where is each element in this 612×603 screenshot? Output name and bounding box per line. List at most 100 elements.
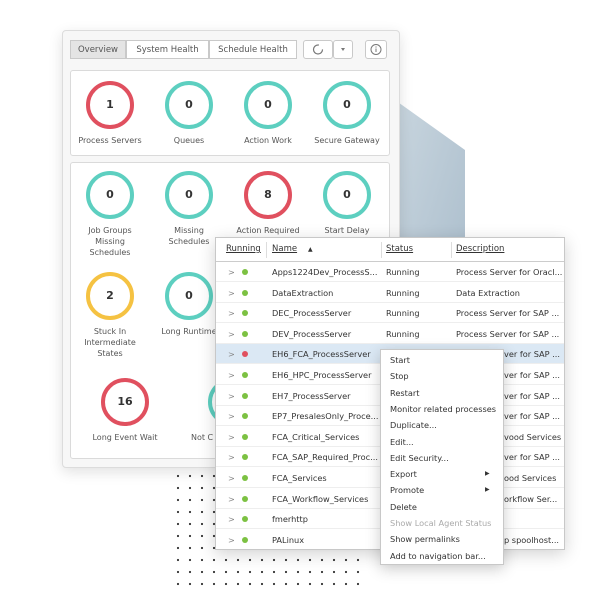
refresh-icon [312,44,324,55]
column-divider [266,242,267,258]
status-circle[interactable]: 0 [323,81,371,129]
column-header[interactable]: Running [226,244,261,254]
expand-arrow: > [228,390,235,401]
submenu-arrow: ▶ [485,486,490,494]
menu-item[interactable]: Edit... [390,436,414,447]
status-label: Missing Schedules [168,226,210,246]
status-circle[interactable]: 0 [323,171,371,219]
status-circle[interactable]: 16 [101,378,149,426]
description-cell: ver for SAP ... [504,349,561,360]
dot [188,522,192,526]
menu-item[interactable]: Edit Security... [390,452,449,463]
menu-item[interactable]: Stop [390,371,409,382]
status-cell: Running [386,328,420,339]
dot [260,558,264,562]
status-cell: Running [386,267,420,277]
dot [284,582,288,586]
dot [188,474,192,478]
name-cell: EH6_FCA_ProcessServer [272,349,371,360]
name-cell: EH7_ProcessServer [272,390,351,401]
running-indicator [242,495,248,502]
dot [296,582,300,586]
status-circle[interactable]: 8 [244,171,292,219]
description-cell: Process Server for Oracl... [456,267,563,277]
menu-item[interactable]: Show permalinks [390,534,460,545]
menu-item[interactable]: Delete [390,501,417,512]
dot [212,534,216,538]
menu-item[interactable]: Promote [390,485,425,496]
expand-arrow: > [228,328,235,339]
status-circle[interactable]: 0 [86,171,134,219]
tab[interactable]: Schedule Health [209,40,297,59]
dot [308,558,312,562]
name-cell: FCA_Critical_Services [272,431,360,442]
dot [248,558,252,562]
menu-item[interactable]: Add to navigation bar... [390,550,486,561]
status-label: Queues [173,136,205,145]
dot [176,534,180,538]
menu-item[interactable]: Restart [390,387,420,398]
dot [320,570,324,574]
column-header[interactable]: Name [272,244,298,254]
table-row[interactable]: > DEC_ProcessServer Running Process Server … [216,303,564,324]
status-label: Action Required [236,226,300,235]
dot [356,582,360,586]
menu-item[interactable]: Monitor related processes [390,403,497,414]
description-cell: Process Server for SAP ... [456,328,560,339]
description-cell: ver for SAP ... [504,452,561,463]
table-row[interactable]: > DEV_ProcessServer Running Process Server … [216,324,564,344]
running-indicator [242,454,248,461]
table-row[interactable]: > Apps1224Dev_ProcessS... Running Process S… [216,262,564,282]
column-header[interactable]: Description [456,244,505,254]
info-button[interactable] [365,40,387,59]
dot [260,570,264,574]
status-circle[interactable]: 0 [244,81,292,129]
dot [188,546,192,550]
status-circle[interactable]: 0 [165,272,213,320]
dot [176,510,180,514]
menu-item[interactable]: Export [390,469,417,480]
running-indicator [242,351,248,358]
expand-arrow: > [228,287,235,298]
refresh-button[interactable] [303,40,333,59]
column-divider [381,242,382,258]
dot [200,546,204,550]
status-circle[interactable]: 2 [86,272,134,320]
dot [212,582,216,586]
status-cell: Running [386,308,420,319]
dot [224,582,228,586]
status-label: Process Servers [78,136,142,145]
menu-item[interactable]: Duplicate... [390,420,437,431]
running-indicator [242,536,248,543]
expand-arrow: > [228,349,235,360]
running-indicator [242,310,248,317]
dropdown-button[interactable] [333,40,353,59]
dot [176,522,180,526]
dot [344,570,348,574]
running-indicator [242,392,248,399]
column-header[interactable]: Status [386,244,414,254]
name-cell: DEV_ProcessServer [272,328,352,339]
status-label: Long Runtime [161,327,217,336]
dot [200,534,204,538]
submenu-arrow: ▶ [485,470,490,478]
table-row[interactable]: > DataExtraction Running Data Extraction [216,283,564,303]
tab[interactable]: System Health [126,40,209,59]
dot [188,510,192,514]
status-circle[interactable]: 0 [165,81,213,129]
dot [320,558,324,562]
menu-item[interactable]: Start [390,355,411,365]
dot [284,570,288,574]
running-indicator [242,269,248,275]
name-cell: FCA_Services [272,473,327,483]
name-cell: PALinux [272,534,305,545]
dot [344,582,348,586]
tab[interactable]: Overview [70,40,126,59]
status-circle[interactable]: 1 [86,81,134,129]
status-cell: Running [386,287,420,298]
dot [188,582,192,586]
status-circle[interactable]: 0 [165,171,213,219]
description-cell: Process Server for SAP ... [456,308,560,319]
status-label: Not C [191,433,214,442]
